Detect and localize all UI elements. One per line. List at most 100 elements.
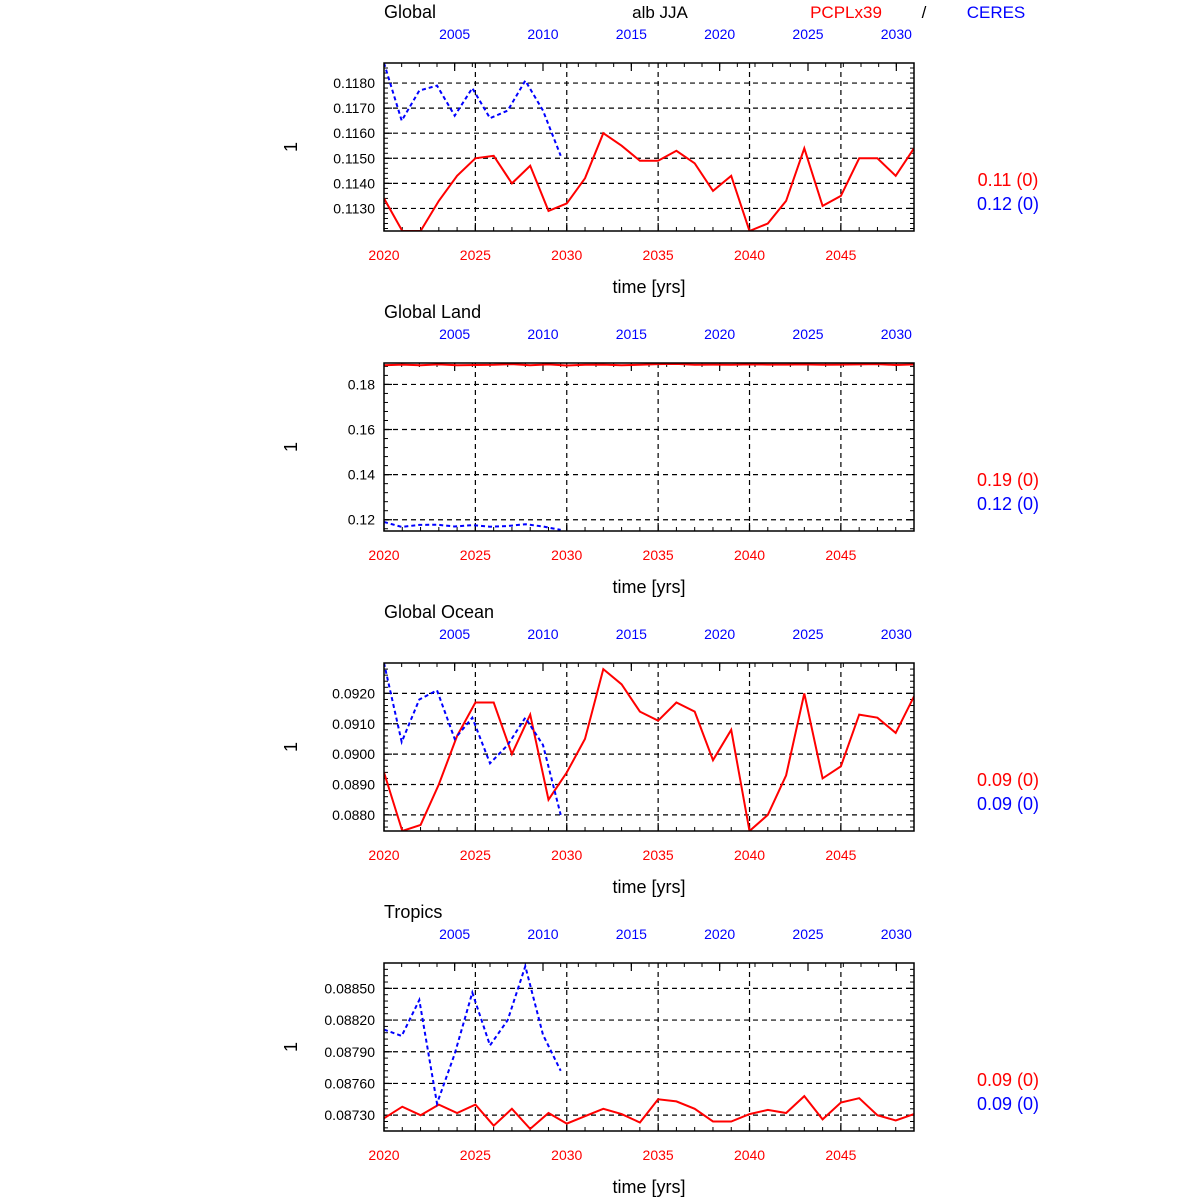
x-tick-label: 2025 <box>460 547 491 563</box>
series-line-obs <box>384 963 562 1108</box>
y-tick-label: 0.1150 <box>333 150 375 166</box>
x-tick-label: 2020 <box>368 547 399 563</box>
panel-title: Global <box>384 2 436 22</box>
x2-tick-label: 2010 <box>527 26 558 42</box>
panel-tropics: Tropics 0.08730 0.08760 0.08790 0.08820 0.088… <box>281 902 1039 1197</box>
x-tick-label: 2025 <box>460 247 491 263</box>
x-tick-label: 2020 <box>368 1147 399 1163</box>
x-tick-label: 2045 <box>825 847 856 863</box>
y-tick-label: 0.08850 <box>324 980 375 996</box>
x-tick-label: 2045 <box>825 1147 856 1163</box>
x-tick-label: 2030 <box>551 247 582 263</box>
y-tick-label: 0.12 <box>348 512 375 528</box>
x-tick-label: 2045 <box>825 247 856 263</box>
y-tick-label: 0.1140 <box>333 175 375 191</box>
panels: Global 0.1130 0.1140 0.1150 0.1160 0.1170 0.11… <box>281 2 1039 1197</box>
x-tick-label: 2035 <box>643 547 674 563</box>
obs-legend-label: CERES <box>967 3 1026 22</box>
obs-stat: 0.12 (0) <box>977 194 1039 214</box>
x2-tick-label: 2020 <box>704 926 735 942</box>
x2-tick-label: 2030 <box>881 926 912 942</box>
header: alb JJA PCPLx39 / CERES <box>632 3 1025 22</box>
obs-stat: 0.09 (0) <box>977 1094 1039 1114</box>
x2-tick-label: 2030 <box>881 626 912 642</box>
y-tick-label: 0.1160 <box>333 125 375 141</box>
x2-tick-label: 2005 <box>439 626 470 642</box>
x2-tick-label: 2010 <box>527 626 558 642</box>
plot-frame <box>383 662 915 832</box>
series-line-model <box>384 667 914 831</box>
series-line-obs <box>384 663 562 816</box>
x2-tick-label: 2025 <box>792 26 823 42</box>
x2-tick-label: 2025 <box>792 926 823 942</box>
series-line-obs <box>384 521 561 531</box>
y-tick-label: 0.08820 <box>324 1012 375 1028</box>
x2-tick-label: 2015 <box>616 326 647 342</box>
y-tick-label: 0.08760 <box>324 1075 375 1091</box>
plot-frame <box>383 362 915 532</box>
y-tick-label: 0.1130 <box>333 200 375 216</box>
x-tick-label: 2025 <box>460 847 491 863</box>
x-tick-label: 2030 <box>551 847 582 863</box>
y-tick-label: 0.1170 <box>333 100 375 116</box>
panel-global-land: Global Land 0.12 0.14 0.16 0.18 2020 2025 2030 2… <box>281 302 1039 597</box>
y-tick-label: 0.18 <box>348 376 375 392</box>
y-tick-label: 0.0890 <box>332 777 375 793</box>
x2-tick-label: 2005 <box>439 26 470 42</box>
x-tick-label: 2020 <box>368 847 399 863</box>
y-tick-label: 0.08790 <box>324 1044 375 1060</box>
panel-global-ocean: Global Ocean 0.0880 0.0890 0.0900 0.0910 0.09… <box>281 602 1039 897</box>
y-axis-label: 1 <box>281 1042 301 1052</box>
model-legend-label: PCPLx39 <box>810 3 882 22</box>
series-line-model <box>384 1094 914 1131</box>
panel-global: Global 0.1130 0.1140 0.1150 0.1160 0.1170 0.11… <box>281 2 1039 297</box>
y-axis-label: 1 <box>281 142 301 152</box>
x2-tick-label: 2010 <box>527 326 558 342</box>
y-tick-label: 0.0880 <box>332 807 375 823</box>
x2-tick-label: 2020 <box>704 626 735 642</box>
y-tick-label: 0.0900 <box>332 746 375 762</box>
y-tick-label: 0.08730 <box>324 1107 375 1123</box>
x-axis-label: time [yrs] <box>612 1177 685 1197</box>
model-stat: 0.09 (0) <box>977 770 1039 790</box>
x2-tick-label: 2015 <box>616 926 647 942</box>
x2-tick-label: 2030 <box>881 26 912 42</box>
y-tick-label: 0.0920 <box>332 685 375 701</box>
panel-title: Global Land <box>384 302 481 322</box>
x-axis-label: time [yrs] <box>612 877 685 897</box>
x-tick-label: 2040 <box>734 247 765 263</box>
x-tick-label: 2045 <box>825 547 856 563</box>
series-line-obs <box>384 63 562 157</box>
x2-tick-label: 2025 <box>792 626 823 642</box>
x-tick-label: 2020 <box>368 247 399 263</box>
x-tick-label: 2040 <box>734 1147 765 1163</box>
model-stat: 0.19 (0) <box>977 470 1039 490</box>
series-line-model <box>384 131 914 231</box>
plot-frame <box>383 62 915 232</box>
x-tick-label: 2030 <box>551 547 582 563</box>
y-axis-label: 1 <box>281 742 301 752</box>
x2-tick-label: 2005 <box>439 326 470 342</box>
x-tick-label: 2025 <box>460 1147 491 1163</box>
panel-title: Global Ocean <box>384 602 494 622</box>
plot-frame <box>383 962 915 1132</box>
x-axis-label: time [yrs] <box>612 577 685 597</box>
variable-label: alb JJA <box>632 3 688 22</box>
y-tick-label: 0.14 <box>348 467 375 483</box>
x-tick-label: 2035 <box>643 1147 674 1163</box>
y-tick-label: 0.16 <box>348 422 375 438</box>
x-tick-label: 2035 <box>643 247 674 263</box>
x2-tick-label: 2020 <box>704 326 735 342</box>
y-tick-label: 0.0910 <box>332 716 375 732</box>
x2-tick-label: 2020 <box>704 26 735 42</box>
obs-stat: 0.09 (0) <box>977 794 1039 814</box>
panel-title: Tropics <box>384 902 442 922</box>
obs-stat: 0.12 (0) <box>977 494 1039 514</box>
x2-tick-label: 2015 <box>616 26 647 42</box>
x2-tick-label: 2015 <box>616 626 647 642</box>
x-tick-label: 2040 <box>734 547 765 563</box>
y-axis-label: 1 <box>281 442 301 452</box>
model-stat: 0.11 (0) <box>978 170 1039 190</box>
y-tick-label: 0.1180 <box>333 75 375 91</box>
